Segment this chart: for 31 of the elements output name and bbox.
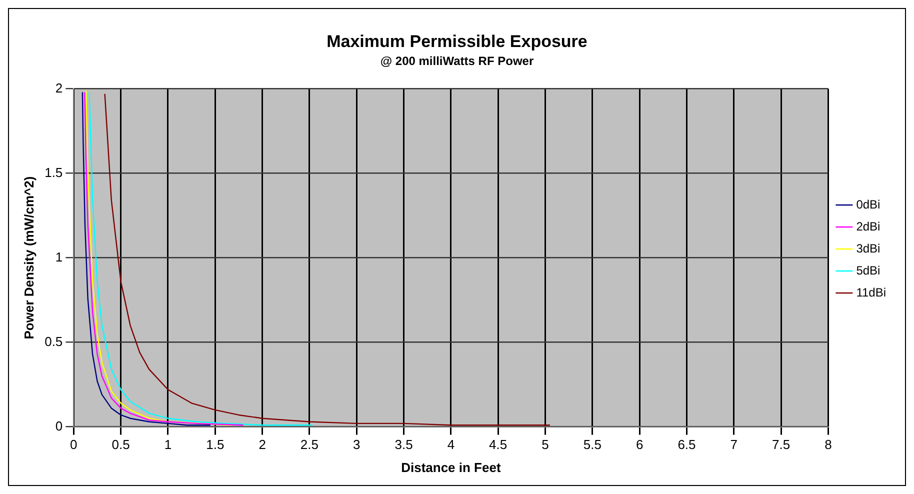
x-tick-label: 4.5 [489, 437, 508, 452]
x-tick-label: 0 [70, 437, 78, 452]
legend-label: 0dBi [856, 197, 880, 212]
x-tick-label: 3.5 [394, 437, 413, 452]
x-tick-label: 3 [353, 437, 360, 452]
y-axis-title: Power Density (mW/cm^2) [21, 176, 36, 340]
y-tick-label: 0 [55, 418, 63, 434]
x-tick-label: 5.5 [583, 437, 602, 452]
x-tick-label: 6 [636, 437, 644, 452]
legend-label: 5dBi [856, 263, 880, 278]
chart-subtitle: @ 200 milliWatts RF Power [380, 54, 534, 68]
y-tick-label: 1.5 [44, 164, 63, 180]
legend-label: 11dBi [856, 285, 886, 300]
x-axis-title: Distance in Feet [401, 460, 502, 475]
x-tick-label: 2.5 [300, 437, 318, 452]
x-tick-label: 8 [824, 437, 832, 452]
x-tick-label: 5 [542, 437, 549, 452]
x-tick-label: 7.5 [772, 437, 790, 452]
y-tick-label: 2 [55, 80, 63, 96]
x-tick-label: 7 [730, 437, 738, 452]
x-tick-label: 1.5 [206, 437, 224, 452]
y-tick-label: 1 [55, 249, 63, 264]
legend-label: 3dBi [856, 241, 880, 256]
x-tick-label: 2 [258, 437, 266, 452]
x-tick-label: 1 [164, 437, 172, 452]
legend-label: 2dBi [856, 219, 880, 234]
x-tick-label: 6.5 [678, 437, 696, 452]
chart-title: Maximum Permissible Exposure [326, 32, 588, 51]
x-tick-label: 4 [447, 437, 455, 452]
x-tick-label: 0.5 [112, 437, 130, 452]
y-tick-label: 0.5 [44, 334, 63, 349]
